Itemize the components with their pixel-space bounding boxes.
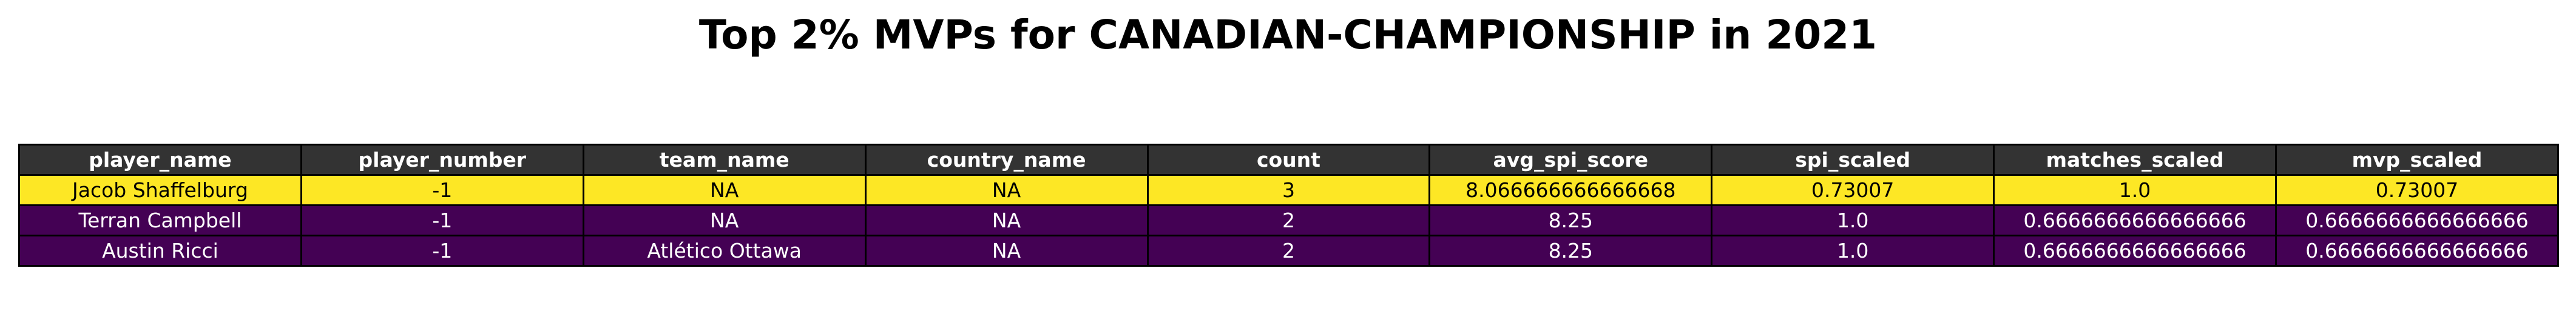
header-row: player_name player_number team_name country… [18, 144, 2559, 176]
column-header-matches-scaled: matches_scaled [1993, 144, 2277, 176]
table-cell-player-number: -1 [300, 204, 584, 236]
table-cell-player-number: -1 [300, 235, 584, 267]
column-header-spi-scaled: spi_scaled [1711, 144, 1995, 176]
column-header-team-name: team_name [582, 144, 867, 176]
table-cell-spi-scaled: 1.0 [1711, 204, 1995, 236]
table-cell-count: 2 [1146, 235, 1431, 267]
table-cell-team-name: NA [582, 174, 867, 206]
table-cell-avg-spi-score: 8.25 [1428, 235, 1713, 267]
table-cell-player-name: Austin Ricci [18, 235, 302, 267]
table-body: Jacob Shaffelburg -1 NA NA 3 8.06666666666666… [18, 174, 2559, 267]
table-cell-matches-scaled: 0.6666666666666666 [1993, 235, 2277, 267]
table-row: Jacob Shaffelburg -1 NA NA 3 8.06666666666666… [18, 174, 2559, 206]
table-row: Terran Campbell -1 NA NA 2 8.25 1.0 0.666666666… [18, 204, 2559, 236]
table-cell-count: 2 [1146, 204, 1431, 236]
table-cell-player-number: -1 [300, 174, 584, 206]
column-header-player-number: player_number [300, 144, 584, 176]
column-header-mvp-scaled: mvp_scaled [2275, 144, 2559, 176]
table-cell-player-name: Terran Campbell [18, 204, 302, 236]
column-header-player-name: player_name [18, 144, 302, 176]
mvp-table: player_name player_number team_name country… [18, 144, 2559, 267]
table-cell-mvp-scaled: 0.73007 [2275, 174, 2559, 206]
table-cell-country-name: NA [864, 204, 1149, 236]
table-cell-count: 3 [1146, 174, 1431, 206]
table-cell-team-name: Atlético Ottawa [582, 235, 867, 267]
table-cell-avg-spi-score: 8.25 [1428, 204, 1713, 236]
table-row: Austin Ricci -1 Atlético Ottawa NA 2 8.25 1.0 0… [18, 235, 2559, 267]
table-cell-spi-scaled: 1.0 [1711, 235, 1995, 267]
table-cell-spi-scaled: 0.73007 [1711, 174, 1995, 206]
column-header-count: count [1146, 144, 1431, 176]
table-cell-country-name: NA [864, 174, 1149, 206]
table-cell-player-name: Jacob Shaffelburg [18, 174, 302, 206]
table-cell-matches-scaled: 1.0 [1993, 174, 2277, 206]
chart-title: Top 2% MVPs for CANADIAN-CHAMPIONSHIP in… [698, 12, 1878, 58]
table-cell-matches-scaled: 0.6666666666666666 [1993, 204, 2277, 236]
table-cell-team-name: NA [582, 204, 867, 236]
table-cell-mvp-scaled: 0.6666666666666666 [2275, 204, 2559, 236]
column-header-country-name: country_name [864, 144, 1149, 176]
table-cell-mvp-scaled: 0.6666666666666666 [2275, 235, 2559, 267]
table-cell-country-name: NA [864, 235, 1149, 267]
table-cell-avg-spi-score: 8.066666666666668 [1428, 174, 1713, 206]
column-header-avg-spi-score: avg_spi_score [1428, 144, 1713, 176]
